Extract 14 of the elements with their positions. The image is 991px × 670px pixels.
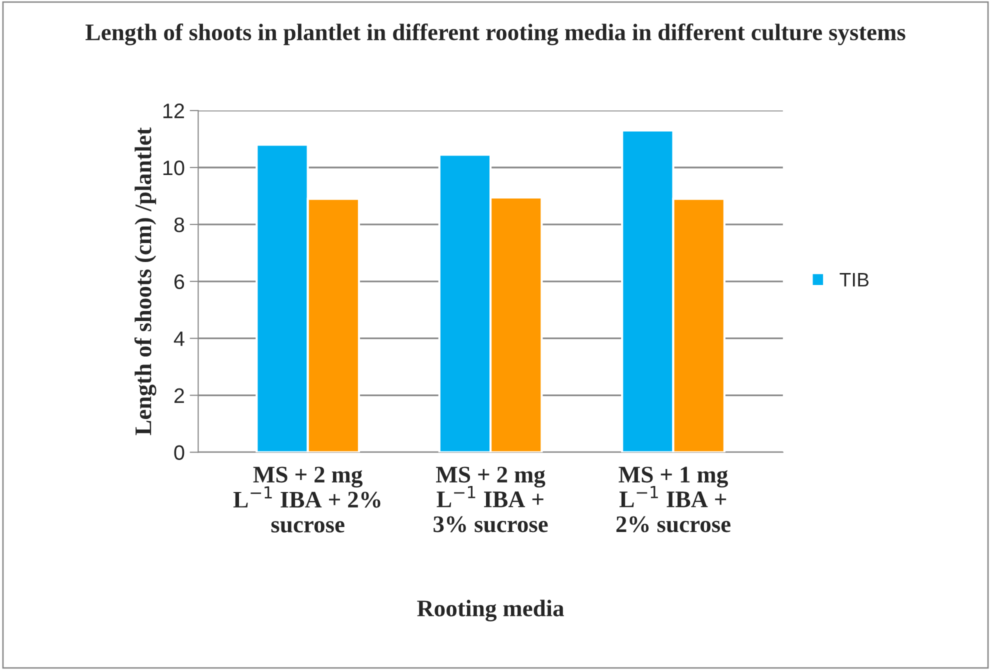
x-axis-title: Rooting media — [417, 600, 564, 622]
y-tick-label: 10 — [163, 160, 184, 176]
y-tick-label: 4 — [174, 332, 184, 346]
y-tick-label: 12 — [163, 104, 184, 118]
y-tick-label: 0 — [174, 445, 184, 460]
x-tick-label: MS + 2 mg L$^{−1}$ IBA + 2% sucrose — [233, 466, 380, 533]
y-axis-title: Length of shoots (cm) /plantlet — [134, 127, 156, 436]
x-tick-label: MS + 1 mg L$^{−1}$ IBA + 2% sucrose — [616, 466, 730, 532]
y-tick-label: 8 — [174, 217, 184, 232]
y-tick-label: 6 — [174, 274, 184, 290]
x-tick-label: MS + 2 mg L$^{−1}$ IBA + 3% sucrose — [434, 466, 548, 532]
chart-title: Length of shoots in plantlet in different rooting media in different culture systems — [86, 23, 906, 46]
y-tick-label: 2 — [174, 388, 184, 403]
legend-label: TIB — [840, 273, 869, 286]
